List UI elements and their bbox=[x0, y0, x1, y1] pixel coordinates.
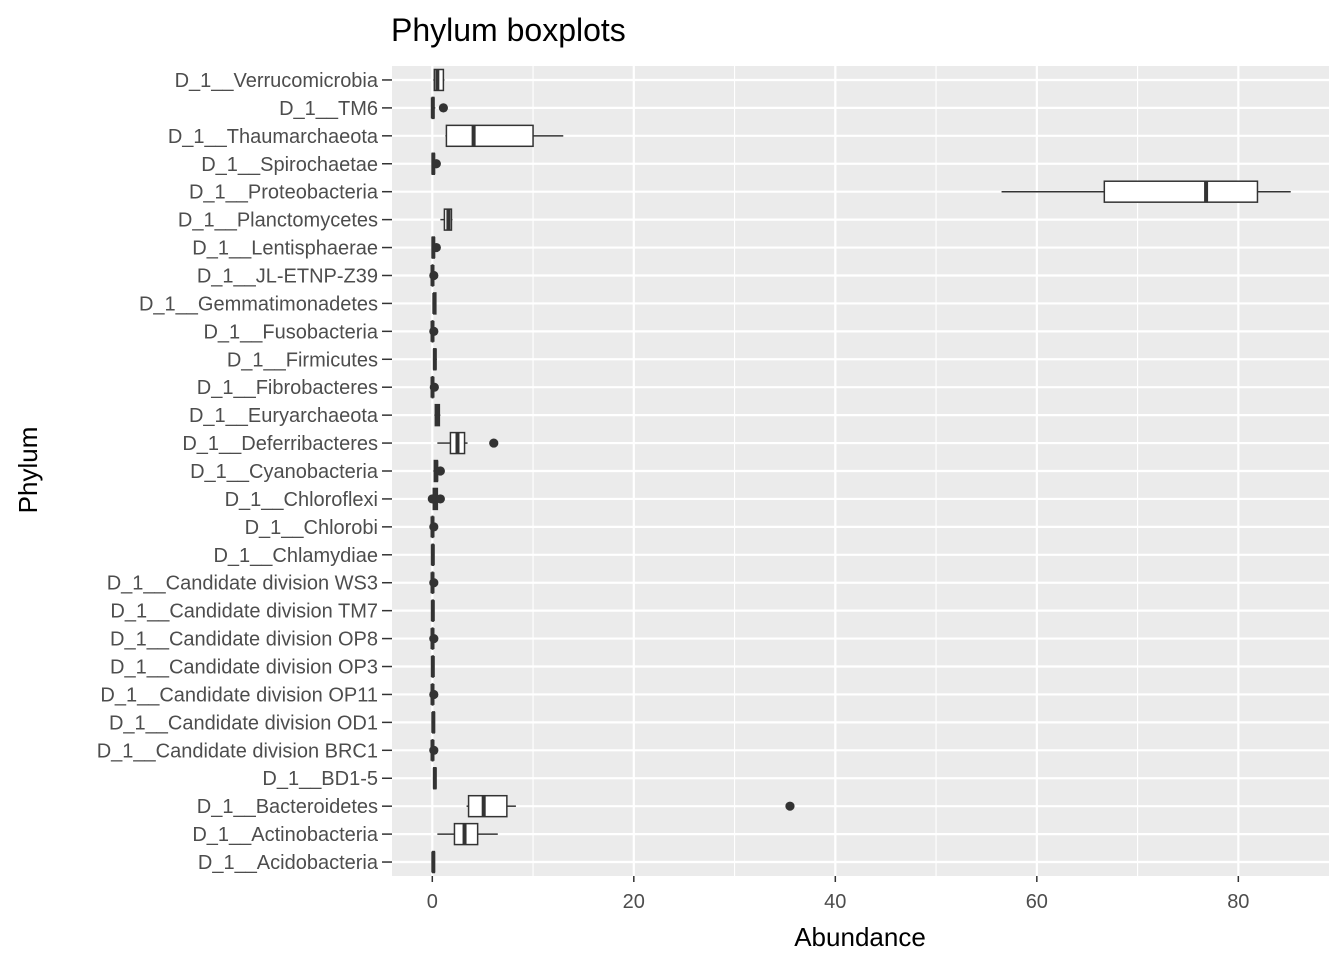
y-tick-label: D_1__Spirochaetae bbox=[201, 154, 378, 176]
y-tick-label: D_1__Thaumarchaeota bbox=[168, 126, 379, 148]
outlier-point bbox=[429, 522, 439, 532]
y-tick-label: D_1__Candidate division TM7 bbox=[110, 601, 378, 623]
y-tick-label: D_1__Chlamydiae bbox=[213, 545, 378, 567]
y-tick-label: D_1__Gemmatimonadetes bbox=[139, 293, 378, 315]
y-tick-label: D_1__Acidobacteria bbox=[198, 852, 379, 874]
x-tick-label: 0 bbox=[427, 891, 438, 913]
boxplot-d-1-proteobacteria bbox=[1001, 180, 1291, 203]
boxplot-d-1-tm6 bbox=[430, 96, 448, 120]
outlier-point bbox=[431, 159, 441, 169]
y-tick-label: D_1__Candidate division OP8 bbox=[110, 629, 378, 651]
boxplot-d-1-candidate-division-brc1 bbox=[429, 739, 439, 762]
boxplot-d-1-firmicutes bbox=[432, 348, 437, 371]
y-tick-label: D_1__Euryarchaeota bbox=[189, 405, 379, 427]
boxplot-d-1-candidate-division-tm7 bbox=[430, 599, 435, 622]
boxplot-d-1-candidate-division-op3 bbox=[430, 655, 435, 678]
boxplot-d-1-chloroflexi bbox=[427, 487, 445, 511]
outlier-point bbox=[427, 494, 437, 504]
boxplot-d-1-lentisphaerae bbox=[431, 236, 441, 259]
y-tick-label: D_1__Candidate division OP11 bbox=[100, 684, 378, 706]
boxplot-d-1-actinobacteria bbox=[437, 822, 498, 846]
outlier-point bbox=[429, 382, 439, 392]
boxplot-d-1-bd1-5 bbox=[432, 767, 437, 790]
y-tick-label: D_1__Candidate division OP3 bbox=[110, 657, 378, 679]
boxplot-d-1-candidate-division-op11 bbox=[429, 683, 439, 706]
y-tick-label: D_1__JL-ETNP-Z39 bbox=[197, 265, 378, 287]
boxplot-d-1-verrucomicrobia bbox=[433, 68, 445, 92]
y-tick-label: D_1__Actinobacteria bbox=[192, 824, 379, 846]
boxplot-d-1-bacteroidetes bbox=[466, 794, 795, 818]
outlier-point bbox=[429, 745, 439, 755]
y-tick-label: D_1__BD1-5 bbox=[262, 768, 378, 790]
x-tick-label: 80 bbox=[1227, 891, 1249, 913]
y-tick-label: D_1__Firmicutes bbox=[227, 349, 378, 371]
outlier-point bbox=[429, 578, 439, 588]
boxplot-d-1-cyanobacteria bbox=[433, 459, 445, 483]
iqr-box bbox=[445, 124, 534, 148]
y-tick-label: D_1__Chloroflexi bbox=[225, 489, 378, 511]
outlier-point bbox=[438, 103, 448, 113]
boxplot-d-1-euryarchaeota bbox=[434, 403, 441, 427]
boxplot-d-1-planctomycetes bbox=[440, 208, 453, 231]
boxplot-d-1-jl-etnp-z39 bbox=[429, 264, 439, 287]
x-tick-label: 60 bbox=[1026, 891, 1048, 913]
iqr-box bbox=[467, 794, 508, 818]
outlier-point bbox=[429, 633, 439, 644]
y-axis-title: Phylum bbox=[13, 427, 43, 514]
boxplot-d-1-gemmatimonadetes bbox=[432, 292, 437, 315]
y-tick-label: D_1__Fusobacteria bbox=[203, 321, 378, 343]
x-axis-title: Abundance bbox=[794, 922, 926, 952]
y-tick-label: D_1__Candidate division WS3 bbox=[107, 573, 378, 595]
boxplot-d-1-candidate-division-od1 bbox=[431, 711, 436, 734]
outlier-point bbox=[435, 494, 445, 504]
outlier-point bbox=[429, 689, 439, 700]
outlier-point bbox=[429, 270, 439, 281]
outlier-point bbox=[429, 326, 439, 336]
y-tick-label: D_1__Fibrobacteres bbox=[197, 377, 378, 399]
boxplot-d-1-candidate-division-ws3 bbox=[429, 571, 439, 594]
y-tick-label: D_1__Candidate division BRC1 bbox=[97, 740, 378, 762]
y-tick-label: D_1__Bacteroidetes bbox=[197, 796, 378, 818]
boxplot-d-1-fusobacteria bbox=[429, 320, 439, 343]
y-tick-labels: D_1__Verrucomicrobia D_1__TM6 D_1__Thaumar… bbox=[97, 70, 392, 874]
y-tick-label: D_1__Cyanobacteria bbox=[190, 461, 379, 483]
boxplot-d-1-chlamydiae bbox=[430, 543, 435, 567]
x-tick-labels: 0 20 40 60 80 bbox=[427, 876, 1249, 913]
outlier-point bbox=[431, 242, 441, 253]
boxplot-d-1-fibrobacteres bbox=[429, 375, 439, 399]
y-tick-label: D_1__Chlorobi bbox=[245, 517, 378, 539]
y-tick-label: D_1__Proteobacteria bbox=[189, 182, 379, 204]
y-tick-label: D_1__Candidate division OD1 bbox=[109, 712, 378, 734]
boxplot-d-1-acidobacteria bbox=[431, 850, 436, 874]
boxplot-d-1-thaumarchaeota bbox=[445, 124, 564, 148]
outlier-point bbox=[785, 801, 795, 811]
y-tick-label: D_1__Verrucomicrobia bbox=[175, 70, 379, 92]
x-tick-label: 40 bbox=[824, 891, 846, 913]
y-tick-label: D_1__Planctomycetes bbox=[178, 210, 378, 232]
y-tick-label: D_1__Deferribacteres bbox=[182, 433, 378, 455]
chart-title: Phylum boxplots bbox=[391, 12, 626, 48]
y-tick-label: D_1__Lentisphaerae bbox=[192, 238, 378, 260]
y-tick-label: D_1__TM6 bbox=[279, 98, 378, 120]
box-layer bbox=[427, 68, 1291, 874]
boxplot-d-1-candidate-division-op8 bbox=[429, 627, 439, 650]
outlier-point bbox=[489, 438, 499, 448]
boxplot-d-1-spirochaetae bbox=[431, 152, 441, 175]
outlier-point bbox=[435, 466, 445, 476]
iqr-box bbox=[1103, 180, 1259, 203]
boxplot-d-1-deferribacteres bbox=[437, 431, 499, 455]
x-tick-label: 20 bbox=[623, 891, 645, 913]
boxplot-d-1-chlorobi bbox=[429, 515, 439, 539]
